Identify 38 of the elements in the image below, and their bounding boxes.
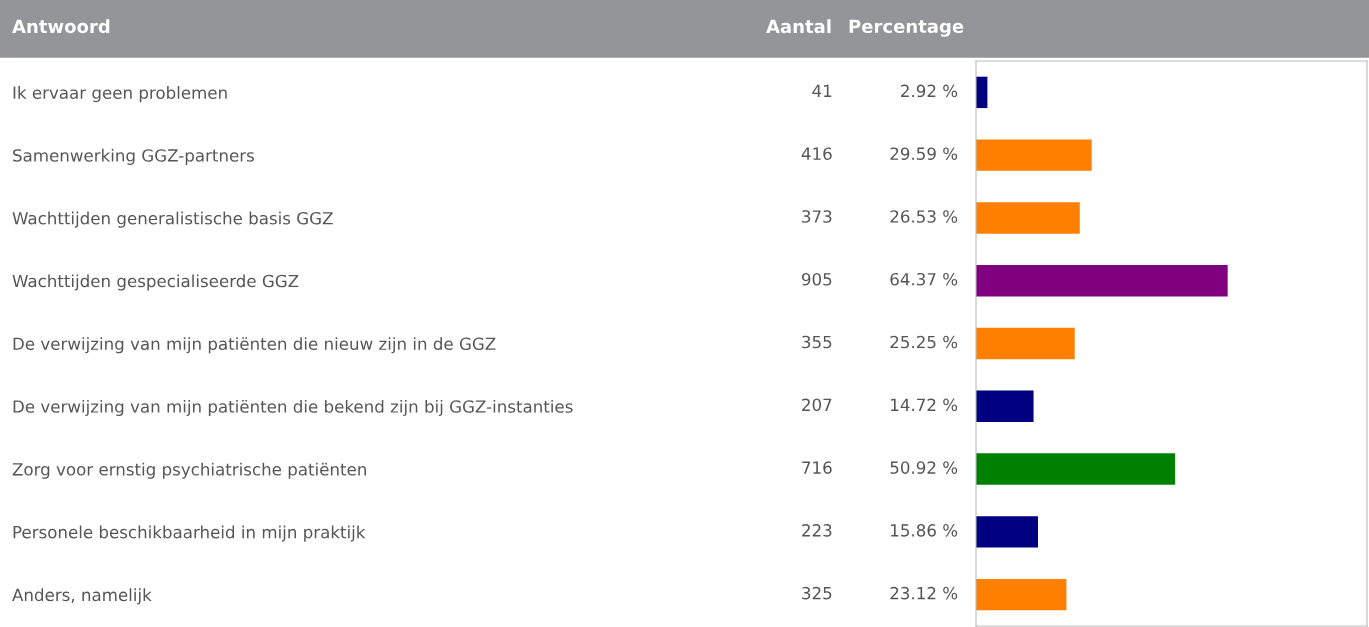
data-label: 15.86 % bbox=[891, 524, 958, 537]
y-tick-label: De verwijzing van mijn patiënten die bekend zijn bij GGZ-instanties bbox=[13, 399, 573, 417]
data-label: 64.37 % bbox=[890, 272, 958, 286]
bar bbox=[976, 265, 1228, 297]
y-tick-label: Ik ervaar geen problemen bbox=[13, 86, 227, 103]
y-tick-label: Samenwerking GGZ-partners bbox=[13, 148, 254, 165]
y-tick-label: Wachttijden generalistische basis GGZ bbox=[12, 211, 333, 228]
data-label: 50.92 % bbox=[890, 461, 958, 474]
text: 905 bbox=[801, 272, 832, 286]
bar bbox=[976, 139, 1092, 171]
data-label: 2.92 % bbox=[901, 84, 958, 98]
data-label: 14.72 % bbox=[891, 398, 958, 412]
y-axis-title: Antwoord bbox=[12, 19, 110, 34]
text: 373 bbox=[802, 210, 832, 223]
text: Aantal bbox=[766, 19, 831, 34]
bar bbox=[976, 453, 1176, 485]
text: 207 bbox=[802, 398, 832, 412]
text: 416 bbox=[801, 147, 832, 160]
text: 325 bbox=[802, 586, 832, 600]
bar bbox=[976, 390, 1034, 422]
data-label: 25.25 % bbox=[890, 335, 958, 349]
bar bbox=[976, 578, 1067, 611]
text: 41 bbox=[812, 84, 832, 97]
data-label: 23.12 % bbox=[890, 586, 958, 600]
text: 716 bbox=[802, 461, 832, 474]
bar bbox=[976, 202, 1080, 234]
y-tick-label: Wachttijden gespecialiseerde GGZ bbox=[12, 274, 299, 291]
data-label: 29.59 % bbox=[890, 147, 958, 160]
y-tick-label: Personele beschikbaarheid in mijn praktijk bbox=[13, 525, 366, 542]
y-tick-label: Anders, namelijk bbox=[12, 588, 152, 605]
bar bbox=[976, 516, 1039, 548]
bar bbox=[976, 327, 1075, 360]
text: Percentage bbox=[849, 19, 964, 37]
data-label: 26.53 % bbox=[890, 210, 958, 223]
text: 223 bbox=[802, 524, 832, 537]
y-tick-label: Zorg voor ernstig psychiatrische patiënten bbox=[12, 462, 366, 479]
y-tick-label: De verwijzing van mijn patiënten die nieuw zijn in de GGZ bbox=[13, 337, 496, 354]
text: 355 bbox=[802, 335, 832, 349]
